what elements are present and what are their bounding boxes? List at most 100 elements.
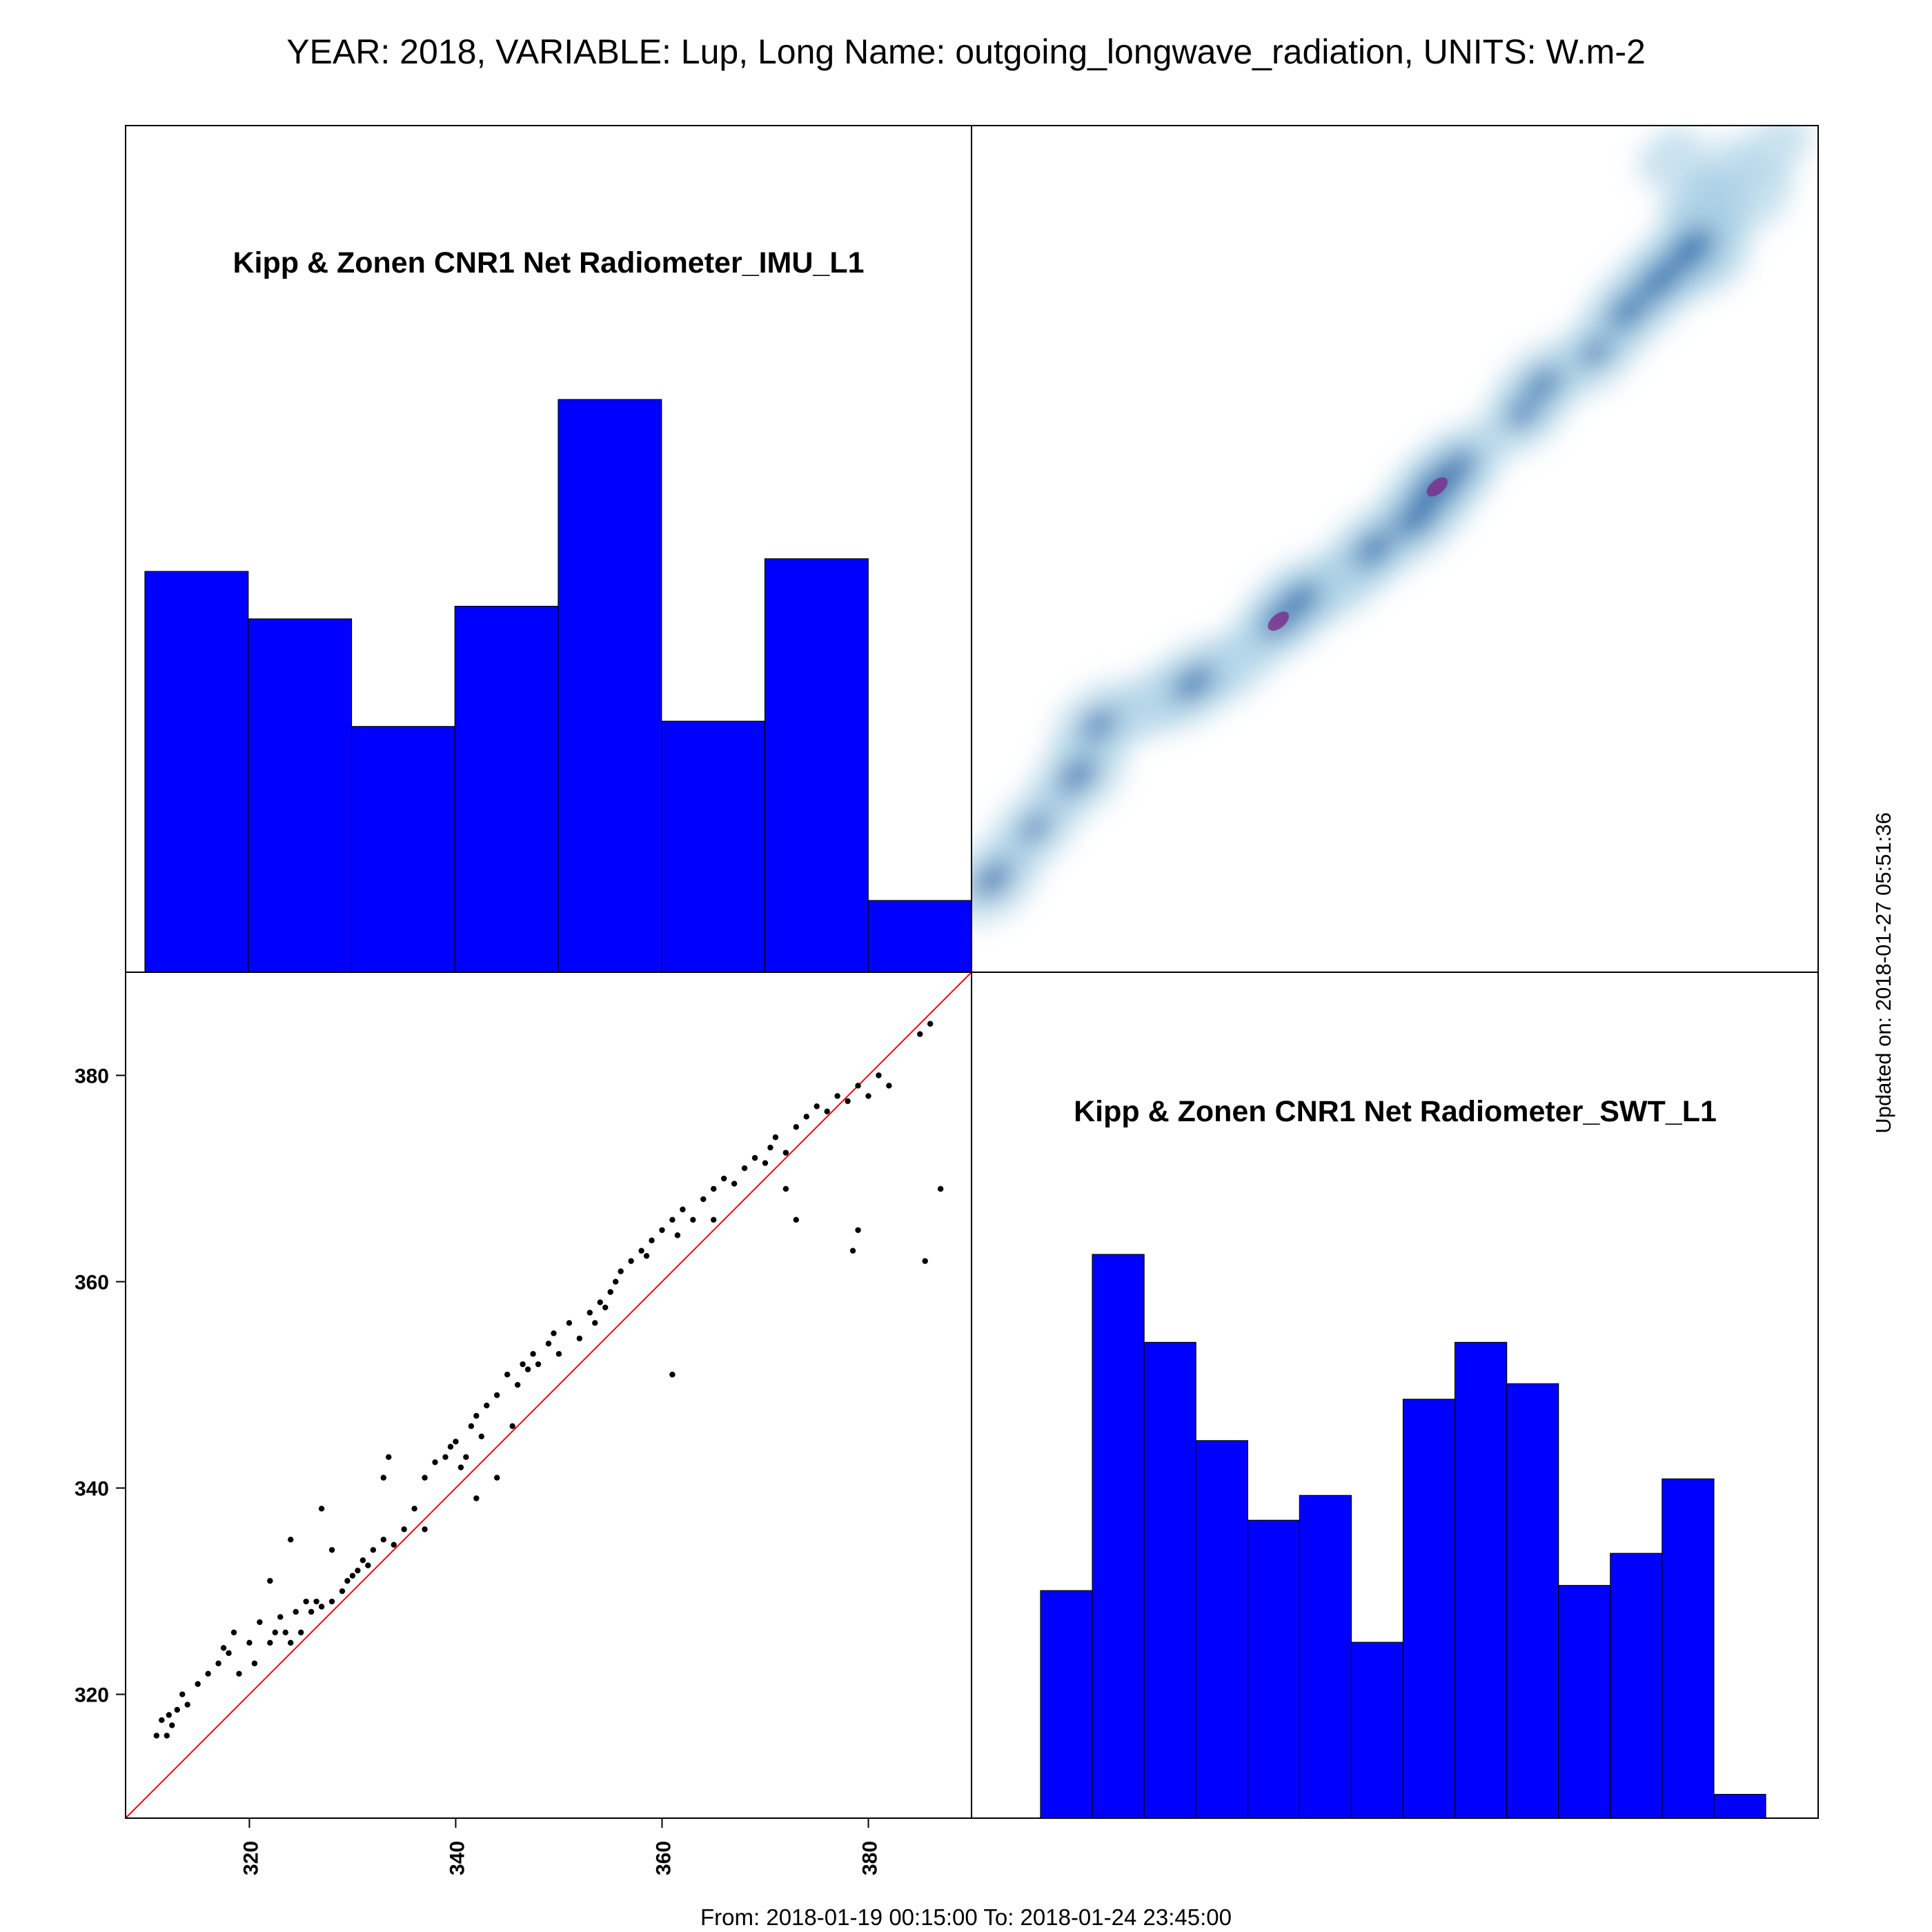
histogram-bar	[558, 399, 662, 973]
identity-line	[125, 972, 972, 1819]
scatter-point	[937, 1185, 944, 1192]
scatter-point	[711, 1216, 717, 1223]
density-peak	[1426, 477, 1448, 497]
scatter-point	[179, 1691, 186, 1697]
density-core	[1667, 227, 1715, 272]
histogram-bar	[1247, 1519, 1300, 1819]
scatter-point	[246, 1639, 253, 1646]
scatter-point	[422, 1475, 428, 1481]
scatter-point	[401, 1526, 407, 1532]
density-core	[1080, 707, 1117, 741]
scatter-point	[886, 1083, 892, 1089]
scatter-point	[555, 1350, 562, 1357]
density-core	[1353, 530, 1394, 568]
scatter-point	[380, 1537, 386, 1543]
histogram-swt-title: Kipp & Zonen CNR1 Net Radiometer_SWT_L1	[1074, 1095, 1717, 1128]
scatter-point	[509, 1423, 515, 1430]
histogram-bar	[1092, 1254, 1145, 1819]
scatter-point	[230, 1629, 237, 1636]
scatter-point	[824, 1108, 830, 1115]
scatter-point	[566, 1320, 573, 1326]
scatter-point	[782, 1150, 789, 1156]
scatter-point	[442, 1454, 448, 1460]
scatter-point	[184, 1702, 190, 1708]
scatter-point	[432, 1459, 438, 1466]
scatter-point	[612, 1279, 619, 1285]
scatter-point	[494, 1392, 500, 1399]
histogram-imu-title: Kipp & Zonen CNR1 Net Radiometer_IMU_L1	[233, 246, 864, 279]
scatter-point	[328, 1598, 335, 1605]
scatter-point	[628, 1258, 634, 1264]
scatter-point	[927, 1021, 934, 1027]
scatter-point	[762, 1160, 769, 1166]
scatter-point	[164, 1733, 170, 1739]
scatter-point	[344, 1577, 351, 1584]
histogram-bar	[1558, 1585, 1611, 1819]
scatter-point	[473, 1412, 480, 1419]
histogram-bar	[1454, 1341, 1508, 1819]
histogram-bar	[1299, 1495, 1352, 1819]
scatter-point	[607, 1289, 613, 1295]
scatter-point	[272, 1629, 278, 1636]
scatter-point	[236, 1670, 242, 1677]
scatter-point	[484, 1402, 490, 1409]
scatter-point	[659, 1227, 665, 1233]
density-core	[1018, 813, 1052, 842]
scatter-point	[308, 1608, 315, 1615]
histogram-bar	[1143, 1341, 1196, 1819]
scatter-point	[602, 1304, 609, 1311]
scatter-point	[303, 1598, 309, 1605]
scatter-point	[174, 1706, 180, 1713]
histogram-bar	[1610, 1552, 1663, 1819]
scatter-point	[855, 1227, 861, 1233]
updated-label: Updated on: 2018-01-27 05:51:36	[1871, 812, 1895, 1133]
scatter-point	[293, 1608, 299, 1615]
scatter-point	[669, 1371, 676, 1378]
scatter-point	[524, 1366, 531, 1372]
scatter-point	[504, 1371, 511, 1378]
scatter-point	[318, 1604, 325, 1610]
scatter-point	[520, 1361, 526, 1368]
scatter-point	[349, 1573, 356, 1579]
scatter-point	[288, 1639, 294, 1646]
histogram-imu	[144, 399, 972, 973]
density-blob	[1637, 126, 1702, 187]
scatter-point	[297, 1629, 304, 1636]
scatter-point	[288, 1537, 294, 1543]
scatter-point	[411, 1506, 417, 1512]
figure-title: YEAR: 2018, VARIABLE: Lup, Long Name: ou…	[286, 32, 1646, 71]
density-core	[1579, 337, 1613, 368]
x-tick-label: 320	[239, 1841, 262, 1875]
scatter-point	[215, 1660, 221, 1666]
histogram-bar	[351, 726, 455, 973]
histogram-bar	[144, 571, 249, 973]
scatter-point	[267, 1639, 273, 1646]
scatter-point	[318, 1506, 325, 1512]
histogram-bar	[1195, 1440, 1248, 1819]
x-tick-label: 340	[446, 1841, 469, 1875]
scatter-point	[711, 1185, 717, 1192]
axes: 320 340 360 380 320 340 360 380	[75, 125, 1819, 1875]
scatter-point	[782, 1185, 789, 1192]
scatter-point	[845, 1098, 851, 1105]
scatter-point	[494, 1475, 500, 1481]
date-range-label: From: 2018-01-19 00:15:00 To: 2018-01-24…	[700, 1904, 1232, 1930]
scatter-point	[447, 1443, 454, 1450]
scatter-plot	[125, 972, 972, 1819]
scatter-point	[422, 1526, 428, 1532]
histogram-bar	[1350, 1642, 1404, 1819]
y-tick-label: 320	[75, 1684, 109, 1707]
scatter-point	[530, 1350, 536, 1357]
histogram-bar	[867, 900, 972, 973]
histogram-swt	[1040, 1254, 1766, 1819]
y-tick-label: 360	[75, 1272, 109, 1294]
scatter-point	[669, 1216, 676, 1223]
scatter-point	[313, 1598, 319, 1605]
density-core	[972, 860, 1013, 898]
x-tick-label: 380	[858, 1841, 881, 1875]
scatter-point	[638, 1248, 644, 1254]
histogram-bar	[1506, 1383, 1559, 1819]
histogram-bar	[1040, 1590, 1093, 1819]
scatter-point	[772, 1134, 779, 1141]
scatter-point	[370, 1547, 377, 1553]
